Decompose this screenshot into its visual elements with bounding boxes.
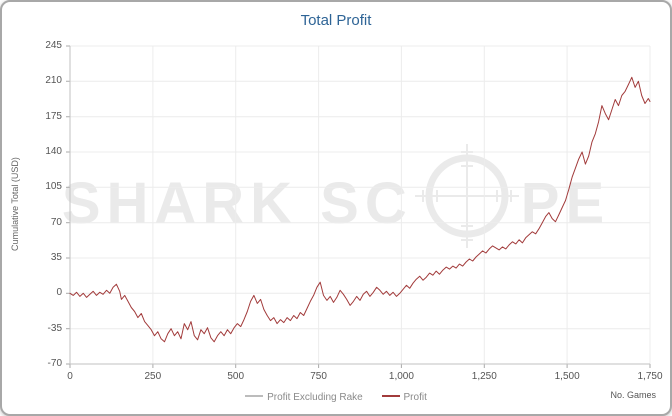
legend-label: Profit Excluding Rake (267, 392, 363, 403)
x-tick-label: 250 (144, 371, 162, 382)
x-tick-label: 1,250 (471, 371, 497, 382)
y-tick-label: 175 (45, 110, 62, 122)
y-tick-label: 210 (45, 75, 62, 87)
legend-label: Profit (403, 392, 427, 403)
x-tick-label: 0 (67, 371, 73, 382)
legend: Profit Excluding Rake Profit (2, 392, 670, 403)
y-tick-label: 140 (45, 146, 62, 157)
legend-item-profit: Profit (381, 392, 427, 403)
watermark-text-left: SHARK SC (61, 170, 413, 236)
y-tick-label: 35 (50, 252, 62, 263)
chart-title: Total Profit (300, 12, 372, 29)
x-tick-label: 750 (310, 371, 327, 382)
x-tick-label: 500 (227, 371, 245, 382)
x-tick-label: 1,000 (388, 371, 414, 382)
y-tick-label: 105 (45, 181, 62, 193)
legend-item-profit-excluding-rake: Profit Excluding Rake (245, 392, 365, 403)
x-tick-label: 1,500 (554, 371, 580, 382)
y-tick-label: 0 (56, 287, 62, 299)
watermark-text-right: PE (520, 170, 611, 236)
legend-swatch-gray (245, 395, 264, 398)
x-tick-label: 1,750 (637, 371, 663, 382)
y-axis-title: Cumulative Total (USD) (10, 157, 20, 251)
x-axis-title: No. Games (610, 390, 656, 400)
legend-swatch-red (381, 395, 400, 398)
y-tick-label: -70 (47, 358, 62, 369)
y-tick-label: 245 (45, 40, 62, 51)
y-tick-label: -35 (47, 322, 62, 334)
y-tick-label: 70 (50, 216, 62, 228)
watermark: SHARK SC PE (2, 144, 670, 262)
scope-crosshair-icon (413, 144, 521, 262)
